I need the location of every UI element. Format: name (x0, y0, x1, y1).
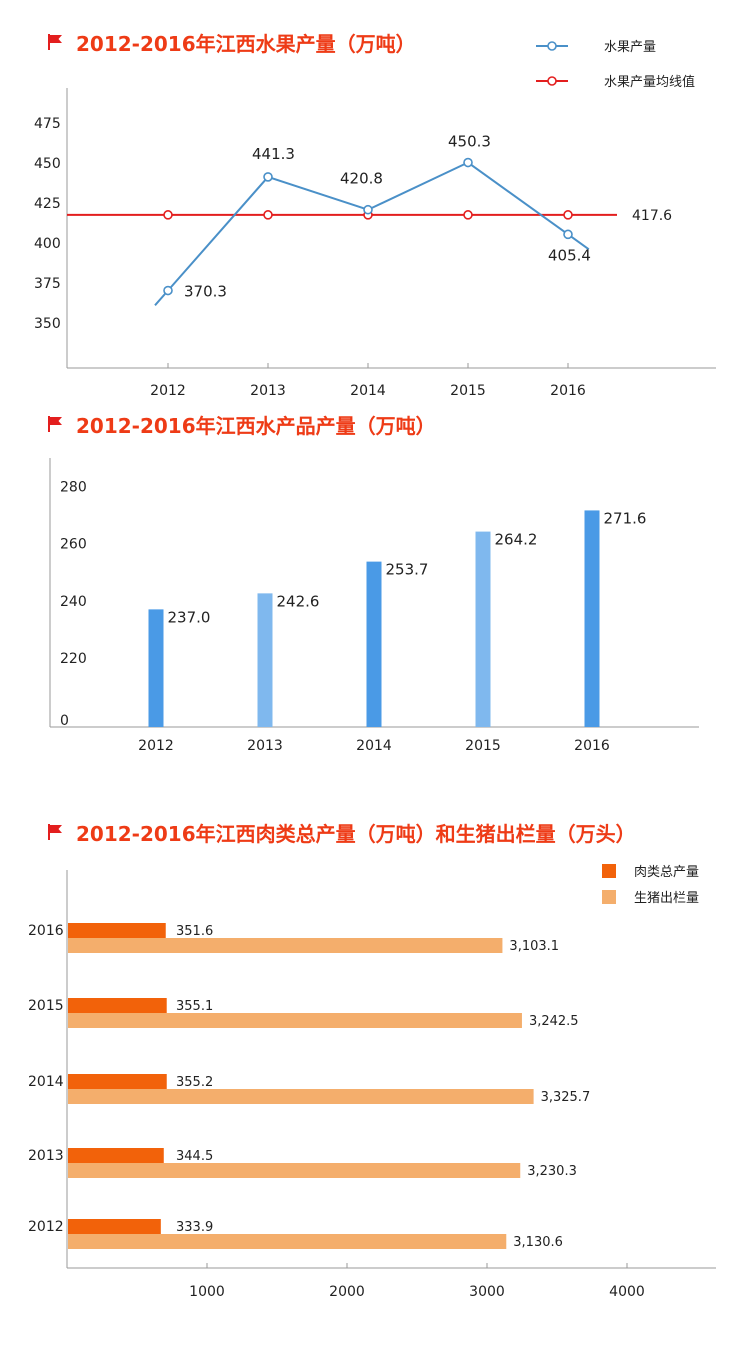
meat-pig-section: 2012-2016年江西肉类总产量（万吨）和生猪出栏量（万头） 1000 2000… (0, 790, 751, 1372)
x-tick-label: 4000 (609, 1284, 645, 1300)
fruit-output-point (263, 172, 273, 182)
x-tick-label: 2015 (450, 383, 486, 399)
legend-meat-swatch (602, 864, 616, 878)
fruit-output-point (363, 204, 373, 215)
fruit-value-label: 450.3 (448, 133, 491, 151)
x-tick-label: 2015 (465, 738, 501, 754)
y-tick-label: 375 (34, 276, 61, 292)
y-tick-label: 240 (60, 594, 87, 610)
meat-pig-hbar-chart: 1000 2000 3000 4000 2016 351.6 3,103.1 2015 355.… (28, 864, 716, 1300)
fruit-value-label: 441.3 (252, 145, 295, 163)
aquatic-bar (148, 609, 164, 727)
y-category-label: 2013 (28, 1148, 64, 1164)
fruit-output-point (563, 229, 573, 240)
flag-icon (48, 824, 62, 840)
average-point (463, 210, 473, 220)
aquatic-bar-chart: 0 220 240 260 280 237.0 2012 242.6 2013 253.7 2014… (49, 458, 699, 754)
aquatic-bar (257, 593, 273, 727)
x-tick-label: 2013 (250, 383, 286, 399)
meat-bar (68, 1148, 164, 1163)
aquatic-bar (475, 531, 491, 727)
legend-meat-label: 肉类总产量 (634, 865, 699, 880)
average-value-label: 417.6 (632, 208, 672, 224)
pig-value-label: 3,103.1 (509, 939, 559, 954)
y-tick-label: 280 (60, 479, 87, 495)
fruit-value-label: 420.8 (340, 170, 383, 188)
x-tick-label: 2016 (550, 383, 586, 399)
average-point (263, 210, 273, 220)
average-point (163, 210, 173, 220)
legend-pig-swatch (602, 890, 616, 904)
y-tick-label: 400 (34, 236, 61, 252)
x-tick-label: 2014 (356, 738, 392, 754)
y-tick-label: 425 (34, 196, 61, 212)
aquatic-output-section: 2012-2016年江西水产品产量（万吨） 0 220 240 260 280 237.0… (0, 400, 751, 790)
y-tick-label: 450 (34, 156, 61, 172)
y-tick-label: 0 (60, 713, 69, 729)
flag-icon (48, 416, 62, 432)
meat-value-label: 355.2 (176, 1075, 213, 1090)
meat-title-row: 2012-2016年江西肉类总产量（万吨）和生猪出栏量（万头） (46, 818, 636, 846)
pig-bar (68, 1089, 534, 1104)
pig-bar (68, 938, 503, 953)
fruit-output-point (163, 285, 173, 296)
meat-bar (68, 998, 167, 1013)
pig-bar (68, 1234, 507, 1249)
y-category-label: 2012 (28, 1219, 64, 1235)
legend-pig-label: 生猪出栏量 (634, 891, 699, 906)
pig-bar (68, 1013, 522, 1028)
x-tick-label: 2016 (574, 738, 610, 754)
fruit-title-row: 2012-2016年江西水果产量（万吨） (46, 28, 416, 56)
aquatic-chart-title: 2012-2016年江西水产品产量（万吨） (76, 413, 436, 438)
fruit-chart-title: 2012-2016年江西水果产量（万吨） (76, 31, 416, 56)
meat-bar (68, 1219, 161, 1234)
legend-fruit-label: 水果产量 (604, 40, 656, 55)
legend-average-marker (547, 76, 557, 86)
x-tick-label: 2000 (329, 1284, 365, 1300)
y-tick-label: 260 (60, 537, 87, 553)
meat-bar (68, 1074, 167, 1089)
y-category-label: 2016 (28, 923, 64, 939)
x-tick-label: 2012 (150, 383, 186, 399)
meat-value-label: 344.5 (176, 1149, 213, 1164)
pig-value-label: 3,242.5 (529, 1014, 579, 1029)
pig-value-label: 3,325.7 (541, 1090, 591, 1105)
pig-bar (68, 1163, 521, 1178)
x-tick-label: 1000 (189, 1284, 225, 1300)
y-tick-label: 475 (34, 116, 61, 132)
aquatic-bar (366, 561, 382, 727)
meat-value-label: 355.1 (176, 999, 213, 1014)
meat-chart-title: 2012-2016年江西肉类总产量（万吨）和生猪出栏量（万头） (76, 821, 636, 846)
legend-fruit-marker (547, 41, 557, 51)
y-tick-label: 350 (34, 316, 61, 332)
aquatic-value-label: 253.7 (386, 561, 429, 579)
pig-value-label: 3,230.3 (527, 1164, 577, 1179)
x-tick-label: 2013 (247, 738, 283, 754)
y-tick-label: 220 (60, 651, 87, 667)
average-point (563, 210, 573, 220)
fruit-line-chart: 350 375 400 425 450 475 2012 2013 2014 2015 2016 41… (34, 40, 716, 399)
aquatic-bar (584, 510, 600, 727)
aquatic-title-row: 2012-2016年江西水产品产量（万吨） (46, 410, 436, 438)
meat-bar (68, 923, 166, 938)
flag-icon (48, 34, 62, 50)
aquatic-value-label: 242.6 (277, 592, 320, 610)
x-tick-label: 2014 (350, 383, 386, 399)
meat-value-label: 333.9 (176, 1220, 213, 1235)
fruit-output-section: 2012-2016年江西水果产量（万吨） 350 375 400 425 450 475 2… (0, 0, 751, 400)
fruit-output-point (463, 157, 473, 168)
y-category-label: 2014 (28, 1074, 64, 1090)
fruit-value-label: 370.3 (184, 283, 227, 301)
legend-average-label: 水果产量均线值 (604, 74, 695, 90)
aquatic-value-label: 271.6 (604, 509, 647, 527)
x-tick-label: 2012 (138, 738, 174, 754)
aquatic-value-label: 264.2 (495, 531, 538, 549)
y-category-label: 2015 (28, 998, 64, 1014)
meat-value-label: 351.6 (176, 924, 213, 939)
x-tick-label: 3000 (469, 1284, 505, 1300)
fruit-value-label: 405.4 (548, 246, 591, 264)
pig-value-label: 3,130.6 (513, 1235, 563, 1250)
aquatic-value-label: 237.0 (168, 608, 211, 626)
